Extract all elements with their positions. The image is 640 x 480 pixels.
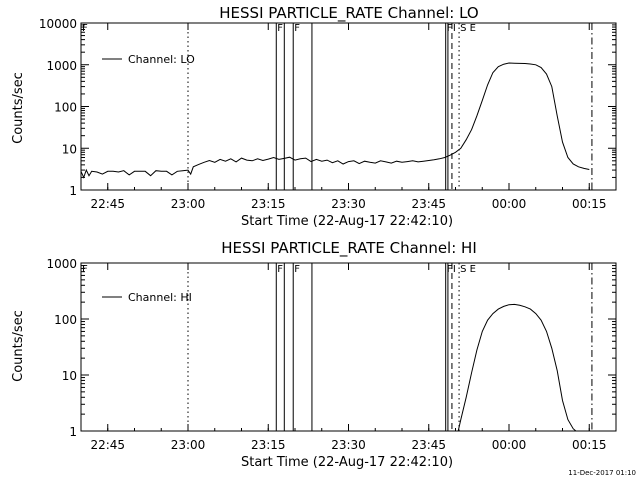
top-chart-xlabel: Start Time (22-Aug-17 22:42:10) <box>241 214 453 229</box>
bottom-event-flag: I <box>453 264 456 275</box>
bottom-x-tick-label: 23:00 <box>171 438 206 452</box>
top-chart-title: HESSI PARTICLE_RATE Channel: LO <box>219 4 478 23</box>
bottom-event-flag: F <box>294 264 300 275</box>
top-event-flag: I <box>453 23 456 34</box>
top-event-flag: F <box>294 23 300 34</box>
top-y-tick-label: 10 <box>62 142 77 156</box>
top-y-tick-label: 1000 <box>46 59 77 73</box>
bottom-event-flag: F <box>277 264 283 275</box>
bottom-chart-ylabel: Counts/sec <box>11 310 26 382</box>
bottom-event-flag: F <box>82 264 88 275</box>
top-x-tick-label: 23:45 <box>411 197 446 211</box>
bottom-x-tick-label: 00:00 <box>492 438 527 452</box>
bottom-x-tick-label: 23:15 <box>251 438 286 452</box>
top-y-tick-label: 10000 <box>39 17 77 31</box>
bottom-series-line <box>457 303 577 432</box>
top-plot-frame <box>80 22 617 191</box>
bottom-x-tick-label: 00:15 <box>572 438 607 452</box>
top-event-flag: F <box>82 23 88 34</box>
top-chart-legend-label: Channel: LO <box>128 53 195 66</box>
bottom-x-tick-label: 22:45 <box>90 438 125 452</box>
bottom-x-tick-label: 23:30 <box>331 438 366 452</box>
bottom-y-tick-label: 100 <box>54 313 77 327</box>
bottom-chart-xlabel: Start Time (22-Aug-17 22:42:10) <box>241 455 453 470</box>
top-y-tick-label: 1 <box>69 184 77 198</box>
top-x-tick-label: 00:00 <box>492 197 527 211</box>
top-chart-ylabel: Counts/sec <box>11 72 26 144</box>
bottom-y-tick-label: 1 <box>69 425 77 439</box>
bottom-event-flag: S E <box>460 264 476 275</box>
top-x-tick-label: 23:15 <box>251 197 286 211</box>
bottom-event-flag: F <box>447 264 453 275</box>
top-x-tick-label: 00:15 <box>572 197 607 211</box>
bottom-y-tick-label: 10 <box>62 369 77 383</box>
bottom-chart-title: HESSI PARTICLE_RATE Channel: HI <box>221 239 477 258</box>
bottom-y-tick-label: 1000 <box>46 257 77 271</box>
bottom-plot-frame <box>80 262 617 432</box>
top-x-tick-label: 23:00 <box>171 197 206 211</box>
top-event-flag: F <box>277 23 283 34</box>
render-timestamp: 11-Dec-2017 01:10 <box>568 469 636 477</box>
top-event-flag: F <box>447 23 453 34</box>
top-x-tick-label: 22:45 <box>90 197 125 211</box>
bottom-chart-legend-label: Channel: HI <box>128 291 192 304</box>
top-y-tick-label: 100 <box>54 101 77 115</box>
top-x-tick-label: 23:30 <box>331 197 366 211</box>
bottom-x-tick-label: 23:45 <box>411 438 446 452</box>
top-event-flag: S E <box>460 23 476 34</box>
top-series-line <box>80 62 590 179</box>
